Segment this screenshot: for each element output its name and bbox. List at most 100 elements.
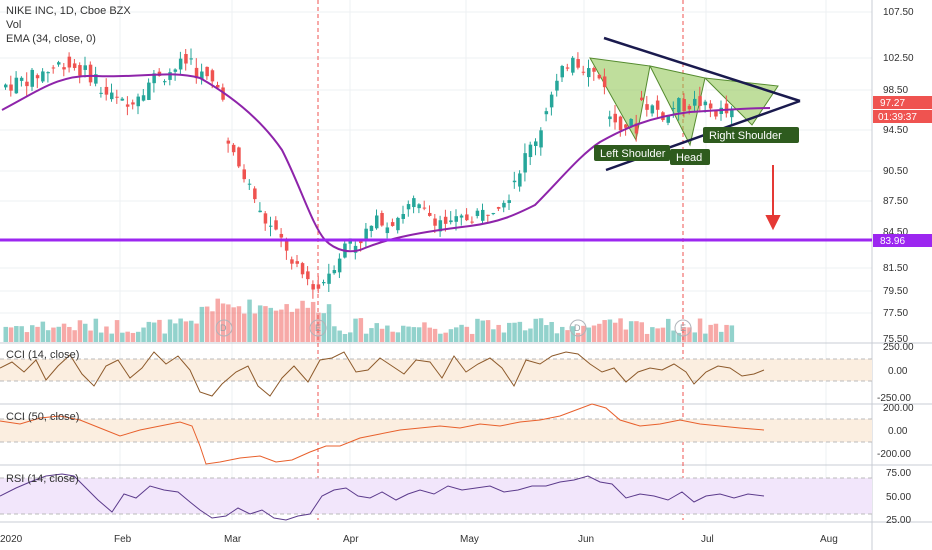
candle-body [496, 207, 501, 209]
candle-body [576, 59, 580, 68]
candle-body [645, 104, 649, 110]
candle-body [650, 105, 655, 114]
rsi-tick: 25.00 [886, 515, 911, 526]
volume-bar [485, 320, 491, 342]
candle-body [104, 86, 109, 95]
volume-bar [268, 307, 273, 342]
candle-body [173, 69, 178, 72]
volume-bar [708, 324, 713, 342]
time-tick: May [460, 534, 479, 545]
price-tick: 90.50 [883, 166, 908, 177]
candle-body [147, 82, 151, 100]
head-and-shoulders-pattern [589, 57, 779, 147]
candle-body [693, 98, 697, 106]
volume-bars [3, 298, 735, 342]
volume-bar [443, 332, 448, 342]
candle-body [470, 221, 474, 223]
candle-body [597, 74, 602, 79]
candle-body [608, 116, 612, 120]
volume-bar [655, 328, 660, 342]
candle-body [242, 169, 246, 180]
volume-bar [300, 300, 305, 342]
cci14-tick: 0.00 [888, 366, 908, 377]
volume-bar [104, 326, 109, 342]
volume-bar [51, 327, 56, 342]
volume-bar [252, 313, 258, 342]
left-shoulder-label-bg [594, 145, 670, 161]
candle-body [581, 71, 586, 73]
candle-body [565, 67, 570, 69]
cci50-legend: CCI (50, close) [6, 411, 80, 423]
time-tick: 2020 [0, 534, 23, 545]
volume-bar [30, 325, 35, 342]
volume-legend: Vol [6, 19, 22, 31]
volume-bar [183, 321, 189, 342]
volume-bar [326, 304, 332, 342]
volume-bar [681, 327, 687, 342]
volume-bar [226, 304, 231, 342]
volume-bar [390, 331, 395, 342]
volume-bar [210, 311, 215, 342]
candle-body [210, 70, 215, 82]
volume-bar [406, 326, 411, 342]
candle-body [258, 210, 262, 213]
volume-bar [157, 319, 162, 342]
candle-body [136, 96, 140, 107]
candle-body [72, 63, 77, 68]
time-tick: Apr [343, 534, 359, 545]
volume-bar [289, 311, 295, 342]
volume-bar [448, 329, 454, 342]
rsi-tick: 50.00 [886, 492, 911, 503]
volume-bar [623, 329, 629, 342]
candle-body [523, 153, 527, 173]
candle-body [41, 71, 45, 82]
candle-body [703, 101, 708, 106]
volume-bar [586, 327, 591, 342]
price-tick: 94.50 [883, 125, 908, 136]
volume-bar [379, 328, 385, 342]
candle-body [19, 77, 24, 81]
candle-body [422, 207, 427, 209]
volume-bar [284, 304, 289, 342]
price-tags: 97.27 01:39:37 83.96 [873, 96, 932, 247]
time-tick: Aug [820, 534, 838, 545]
candle-body [231, 144, 236, 153]
candle-body [560, 65, 564, 78]
volume-bar [316, 312, 321, 342]
volume-bar [533, 318, 538, 342]
candle-body [189, 58, 193, 60]
volume-bar [549, 321, 554, 342]
volume-bar [61, 323, 67, 342]
countdown-tag: 01:39:37 [878, 112, 917, 123]
last-price-tag-bg [873, 96, 932, 109]
candle-body [295, 261, 299, 264]
candle-body [369, 225, 374, 231]
candle-body [443, 216, 448, 224]
candle-body [375, 215, 379, 229]
candle-body [200, 71, 204, 80]
volume-bar [93, 318, 99, 342]
volume-bar [35, 326, 40, 342]
volume-bar [363, 333, 369, 342]
symbol-title: NIKE INC, 1D, Cboe BZX [6, 5, 131, 17]
candle-body [316, 284, 321, 289]
volume-bar [136, 331, 141, 342]
volume-bar [395, 332, 401, 342]
cci14-legend: CCI (14, close) [6, 349, 80, 361]
candle-body [337, 258, 342, 273]
volume-bar [528, 328, 533, 342]
candle-body [205, 66, 209, 77]
volume-bar [522, 330, 528, 342]
candle-body [534, 141, 538, 147]
volume-bar [438, 333, 443, 342]
time-tick: Jul [701, 534, 714, 545]
candle-body [300, 263, 305, 275]
candle-body [284, 239, 289, 251]
volume-bar [88, 330, 93, 342]
candle-body [687, 105, 692, 110]
volume-bar [353, 318, 358, 342]
candle-body [35, 75, 40, 79]
volume-bar [114, 320, 120, 342]
volume-bar [348, 332, 353, 342]
